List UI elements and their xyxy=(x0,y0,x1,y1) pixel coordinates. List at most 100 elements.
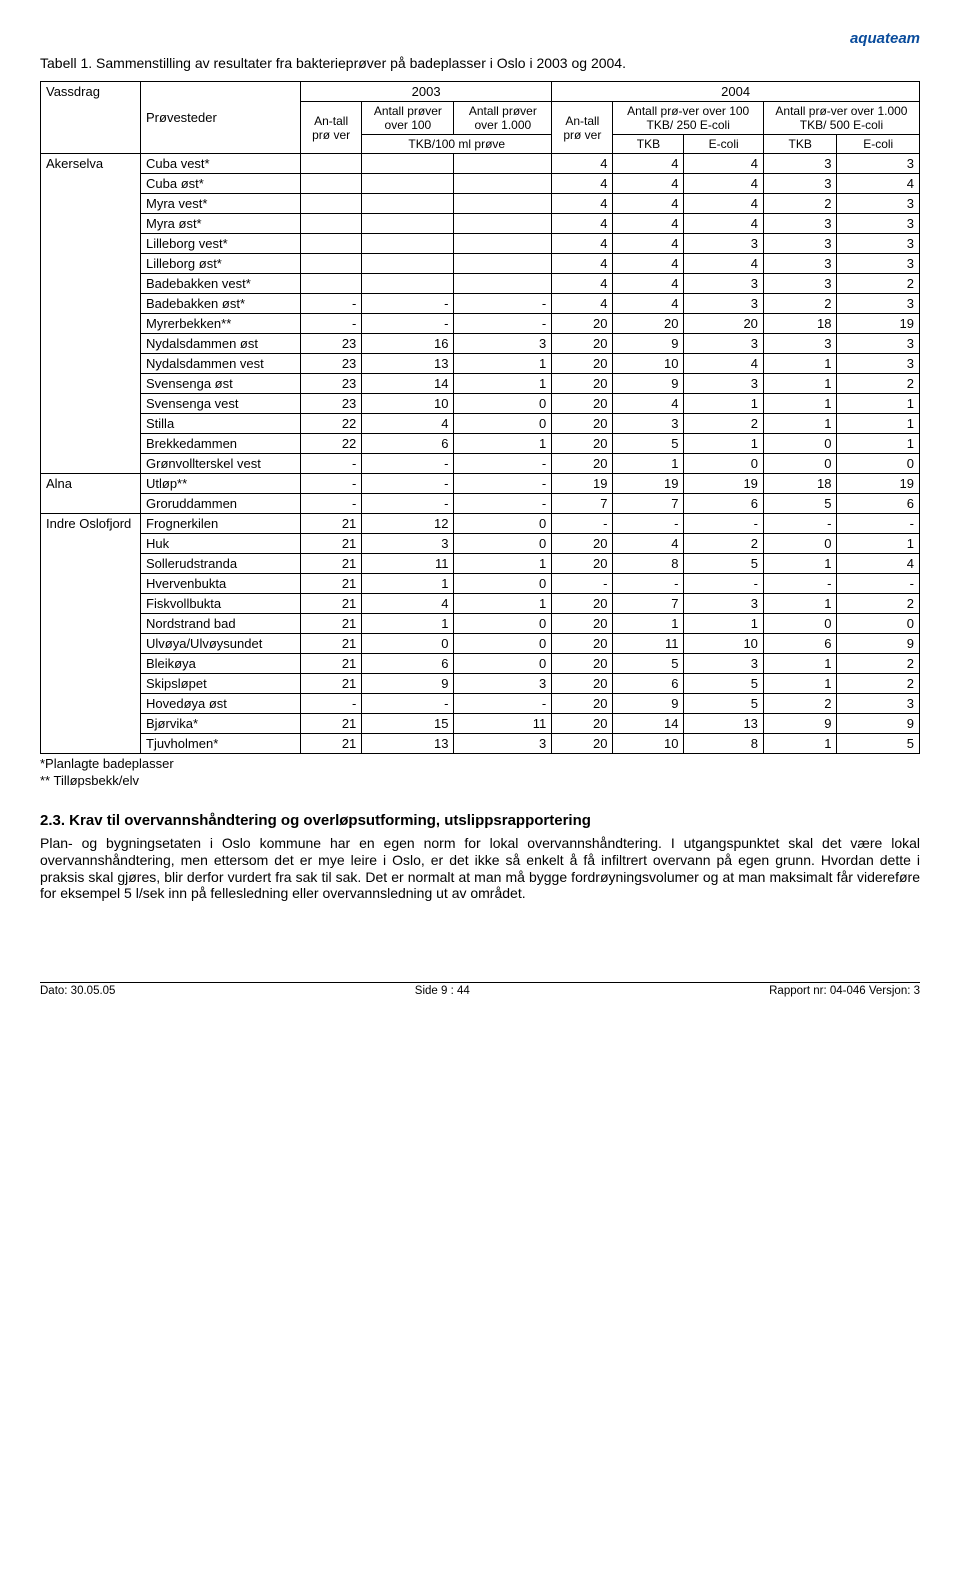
value-cell: - xyxy=(454,314,552,334)
value-cell xyxy=(454,274,552,294)
value-cell xyxy=(301,234,362,254)
provested-cell: Badebakken vest* xyxy=(141,274,301,294)
value-cell: - xyxy=(613,574,684,594)
value-cell: 12 xyxy=(362,514,454,534)
provested-cell: Cuba øst* xyxy=(141,174,301,194)
value-cell: 3 xyxy=(454,674,552,694)
value-cell: 2 xyxy=(837,594,920,614)
table-row: Hvervenbukta2110----- xyxy=(41,574,920,594)
th-ecoli-2: E-coli xyxy=(837,135,920,154)
value-cell: 0 xyxy=(454,634,552,654)
table-row: Myra øst*44433 xyxy=(41,214,920,234)
value-cell: 3 xyxy=(837,234,920,254)
provested-cell: Sollerudstranda xyxy=(141,554,301,574)
th-provesteder: Prøvesteder xyxy=(141,82,301,154)
value-cell: 2 xyxy=(837,374,920,394)
value-cell: - xyxy=(837,514,920,534)
value-cell: 2 xyxy=(763,294,837,314)
value-cell: 1 xyxy=(454,374,552,394)
value-cell: 4 xyxy=(552,254,613,274)
value-cell: 4 xyxy=(613,154,684,174)
th-2004: 2004 xyxy=(552,82,920,102)
value-cell xyxy=(454,234,552,254)
value-cell: 11 xyxy=(454,714,552,734)
value-cell: 2 xyxy=(684,414,763,434)
value-cell: 4 xyxy=(552,294,613,314)
value-cell: - xyxy=(301,294,362,314)
value-cell xyxy=(301,174,362,194)
value-cell: 1 xyxy=(684,614,763,634)
value-cell: 19 xyxy=(552,474,613,494)
value-cell: 3 xyxy=(684,374,763,394)
table-row: Nydalsdammen øst23163209333 xyxy=(41,334,920,354)
value-cell: 3 xyxy=(763,274,837,294)
footnote-2: ** Tilløpsbekk/elv xyxy=(40,773,920,788)
value-cell: 21 xyxy=(301,734,362,754)
table-row: Svensenga vest23100204111 xyxy=(41,394,920,414)
value-cell: - xyxy=(301,694,362,714)
value-cell: 16 xyxy=(362,334,454,354)
value-cell: 4 xyxy=(684,354,763,374)
value-cell: 0 xyxy=(454,574,552,594)
value-cell: 21 xyxy=(301,714,362,734)
table-row: Ulvøya/Ulvøysundet210020111069 xyxy=(41,634,920,654)
value-cell: 20 xyxy=(552,414,613,434)
value-cell: 2 xyxy=(763,194,837,214)
table-row: Nordstrand bad2110201100 xyxy=(41,614,920,634)
table-row: Fiskvollbukta2141207312 xyxy=(41,594,920,614)
value-cell: 13 xyxy=(362,734,454,754)
table-row: Tjuvholmen*211332010815 xyxy=(41,734,920,754)
value-cell: 20 xyxy=(552,634,613,654)
table-row: Badebakken øst*---44323 xyxy=(41,294,920,314)
value-cell: - xyxy=(362,294,454,314)
value-cell: 1 xyxy=(613,614,684,634)
value-cell: 9 xyxy=(837,634,920,654)
footer-right: Rapport nr: 04-046 Versjon: 3 xyxy=(769,985,920,997)
value-cell: 21 xyxy=(301,634,362,654)
value-cell: 3 xyxy=(684,274,763,294)
value-cell: - xyxy=(684,514,763,534)
value-cell: 1 xyxy=(763,674,837,694)
value-cell: 1 xyxy=(763,374,837,394)
value-cell: 0 xyxy=(454,414,552,434)
th-antall-2004: An-tall prø ver xyxy=(552,102,613,154)
value-cell xyxy=(362,174,454,194)
table-row: Cuba øst*44434 xyxy=(41,174,920,194)
value-cell: 20 xyxy=(552,334,613,354)
value-cell: 18 xyxy=(763,474,837,494)
value-cell xyxy=(454,214,552,234)
value-cell: 1 xyxy=(763,734,837,754)
value-cell: - xyxy=(362,494,454,514)
value-cell: 0 xyxy=(454,534,552,554)
value-cell: 19 xyxy=(684,474,763,494)
value-cell: 3 xyxy=(684,654,763,674)
value-cell: - xyxy=(454,294,552,314)
value-cell: 20 xyxy=(613,314,684,334)
provested-cell: Cuba vest* xyxy=(141,154,301,174)
th-ecoli-1: E-coli xyxy=(684,135,763,154)
value-cell: 4 xyxy=(684,214,763,234)
table-row: Skipsløpet2193206512 xyxy=(41,674,920,694)
value-cell: 2 xyxy=(684,534,763,554)
value-cell: 3 xyxy=(837,214,920,234)
value-cell: 3 xyxy=(613,414,684,434)
value-cell: 1 xyxy=(362,614,454,634)
provested-cell: Svensenga vest xyxy=(141,394,301,414)
group-cell: Akerselva xyxy=(41,154,141,474)
value-cell: 20 xyxy=(552,354,613,374)
value-cell: 1 xyxy=(684,394,763,414)
value-cell xyxy=(362,194,454,214)
value-cell: 8 xyxy=(613,554,684,574)
value-cell xyxy=(362,254,454,274)
th-antall-2003: An-tall prø ver xyxy=(301,102,362,154)
provested-cell: Nydalsdammen øst xyxy=(141,334,301,354)
value-cell: 2 xyxy=(763,694,837,714)
provested-cell: Lilleborg vest* xyxy=(141,234,301,254)
table-row: Lilleborg vest*44333 xyxy=(41,234,920,254)
provested-cell: Grønvollterskel vest xyxy=(141,454,301,474)
value-cell: 4 xyxy=(552,214,613,234)
value-cell: 0 xyxy=(454,394,552,414)
value-cell xyxy=(362,234,454,254)
table-row: Indre OslofjordFrognerkilen21120----- xyxy=(41,514,920,534)
value-cell xyxy=(454,194,552,214)
